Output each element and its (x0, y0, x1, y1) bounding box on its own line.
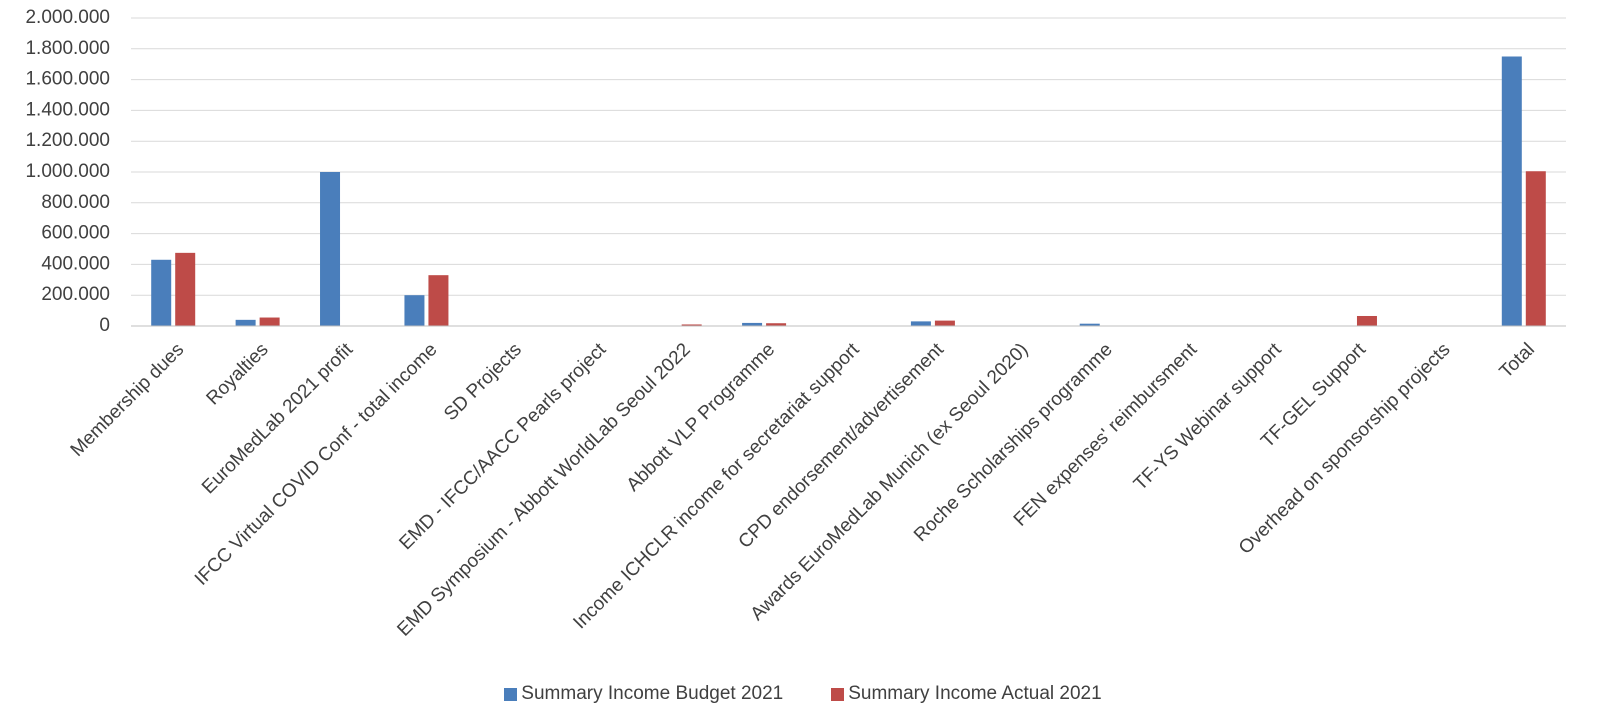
y-tick-label: 1.000.000 (25, 161, 110, 182)
x-tick-label: SD Projects (440, 339, 526, 425)
y-tick-label: 200.000 (41, 284, 110, 305)
bar-actual-16 (1525, 171, 1546, 326)
legend: Summary Income Budget 2021 Summary Incom… (0, 683, 1606, 705)
bar-actual-9 (934, 320, 955, 326)
bar-budget-7 (742, 322, 763, 326)
y-tick-label: 1.400.000 (25, 99, 110, 120)
bar-budget-0 (151, 259, 172, 326)
y-tick-label: 400.000 (41, 253, 110, 274)
x-tick-label: FEN expenses' reimbursment (1010, 339, 1202, 531)
x-tick-label: Royalties (203, 339, 273, 409)
x-tick-label: Abbott VLP Programme (623, 339, 779, 495)
bars (151, 56, 1546, 326)
y-tick-label: 600.000 (41, 223, 110, 244)
y-tick-label: 2.000.000 (25, 7, 110, 28)
bar-budget-3 (404, 295, 425, 326)
bar-budget-11 (1079, 323, 1100, 326)
bar-actual-0 (175, 252, 196, 326)
legend-label-budget: Summary Income Budget 2021 (521, 683, 784, 704)
gridlines (131, 17, 1566, 296)
x-tick-label: Income ICHCLR income for secretariat sup… (569, 339, 864, 634)
legend-item-budget: Summary Income Budget 2021 (504, 683, 783, 705)
bar-actual-7 (766, 323, 787, 326)
x-tick-label: EuroMedLab 2021 profit (198, 339, 358, 499)
y-tick-label: 1.800.000 (25, 38, 110, 59)
bar-actual-1 (259, 317, 280, 326)
legend-label-actual: Summary Income Actual 2021 (848, 683, 1102, 704)
legend-swatch-budget (504, 687, 518, 701)
x-tick-label: Membership dues (67, 339, 189, 461)
bar-actual-6 (681, 324, 702, 326)
y-tick-label: 1.600.000 (25, 69, 110, 90)
y-tick-label: 0 (99, 315, 110, 336)
bar-budget-2 (320, 172, 341, 326)
bar-actual-3 (428, 275, 449, 326)
bar-budget-16 (1501, 56, 1522, 326)
x-tick-label: EMD Symposium - Abbott WorldLab Seoul 20… (393, 339, 694, 640)
y-tick-label: 1.200.000 (25, 130, 110, 151)
bar-actual-14 (1356, 315, 1377, 326)
y-tick-label: 800.000 (41, 192, 110, 213)
x-tick-label: Total (1496, 339, 1539, 382)
y-axis-tick-labels: 0 200.000 400.000 600.000 800.000 1.000.000 1.… (25, 7, 110, 336)
bar-budget-1 (235, 319, 256, 326)
legend-swatch-actual (831, 687, 845, 701)
x-tick-label: TF-YS Webinar support (1130, 339, 1286, 495)
legend-item-actual: Summary Income Actual 2021 (831, 683, 1102, 705)
bar-budget-9 (910, 321, 931, 326)
